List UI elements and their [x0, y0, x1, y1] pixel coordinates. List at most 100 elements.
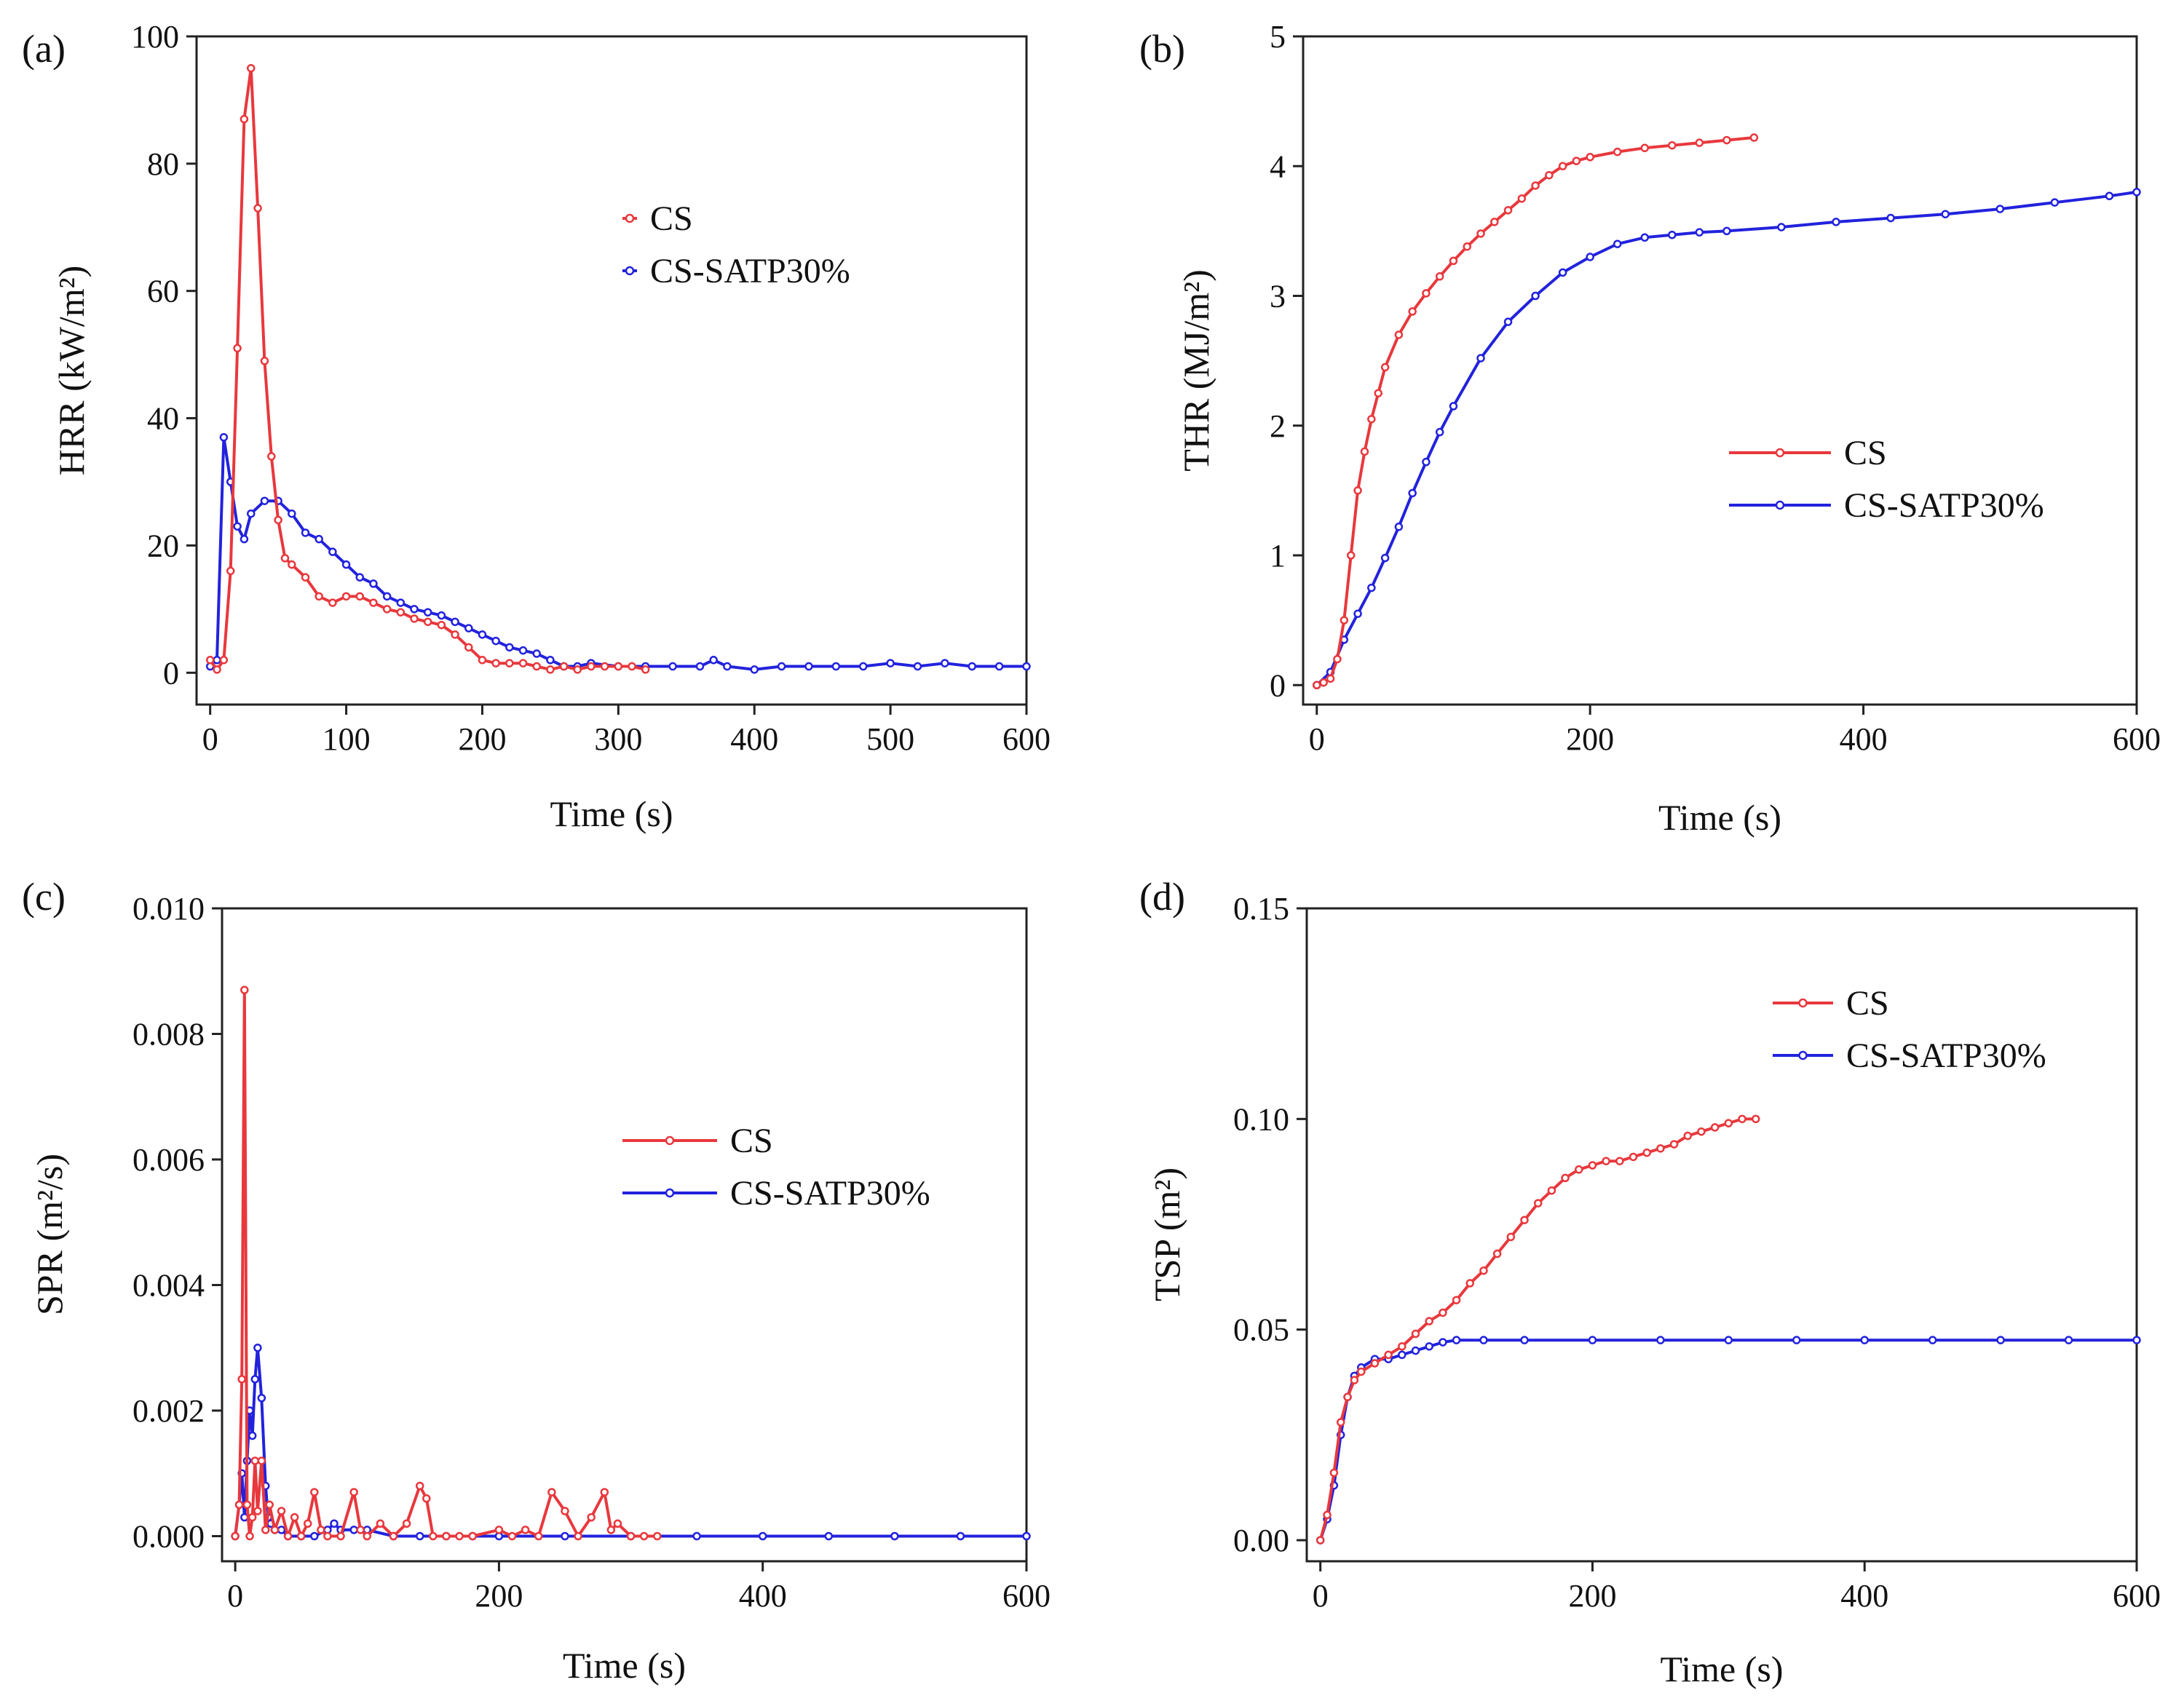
series-cs	[231, 986, 662, 1541]
data-point	[1751, 1114, 1760, 1124]
data-point	[1520, 1216, 1529, 1224]
panel-label: (c)	[22, 875, 66, 919]
x-axis: 0 200 400 600	[1309, 705, 2161, 757]
data-point	[1656, 1144, 1665, 1153]
data-point	[1561, 1173, 1570, 1183]
data-point	[1422, 289, 1431, 298]
data-point	[561, 1507, 569, 1515]
data-point	[310, 1488, 319, 1496]
series-cs-satp30-	[205, 433, 1031, 674]
data-point	[1380, 553, 1390, 563]
data-point	[1384, 1350, 1393, 1360]
data-point	[1336, 1418, 1345, 1427]
data-point	[1346, 551, 1356, 560]
x-axis: 0 200 400 600	[227, 1561, 1051, 1614]
x-tick-label: 0	[227, 1578, 243, 1614]
data-point	[233, 522, 242, 531]
y-tick-label: 0.15	[1233, 891, 1289, 927]
data-point	[758, 1531, 767, 1541]
x-tick-label: 100	[323, 721, 371, 757]
data-point	[1533, 1199, 1543, 1208]
data-point	[1586, 153, 1594, 162]
data-point	[668, 662, 677, 671]
x-tick-label: 400	[739, 1578, 787, 1614]
data-point	[261, 1526, 270, 1534]
data-point	[2132, 188, 2141, 197]
data-point	[336, 1531, 345, 1541]
data-point	[280, 554, 290, 563]
y-tick-label: 60	[147, 274, 179, 309]
data-point	[213, 656, 221, 665]
data-point	[1503, 206, 1513, 215]
data-point	[1613, 147, 1622, 156]
series-cs	[205, 63, 650, 674]
data-point	[355, 573, 365, 582]
data-point	[1380, 362, 1390, 372]
legend-marker	[1775, 448, 1785, 458]
data-point	[1479, 1266, 1488, 1275]
data-point	[349, 1526, 358, 1534]
data-point	[288, 560, 296, 569]
legend: CS CS-SATP30%	[1773, 984, 2046, 1075]
data-point	[382, 592, 392, 601]
data-point	[1463, 242, 1471, 251]
data-point	[253, 1344, 262, 1352]
chart-panel-b: 0 200 400 600 0 1 2 3 4 5 Time (s) THR (MJ/m²) (b) CS…	[1139, 19, 2161, 838]
data-point	[247, 509, 256, 518]
data-point	[1439, 1308, 1447, 1317]
data-point	[587, 662, 596, 671]
data-point	[253, 1507, 262, 1515]
data-point	[437, 620, 446, 630]
data-point	[1350, 1376, 1359, 1384]
data-point	[234, 1500, 244, 1510]
data-point	[248, 1512, 257, 1522]
legend-marker	[1775, 500, 1785, 510]
data-point	[1586, 253, 1594, 261]
data-point	[1370, 1359, 1380, 1368]
data-point	[233, 344, 242, 353]
y-tick-label: 0.05	[1233, 1312, 1289, 1348]
data-point	[1575, 1165, 1583, 1174]
x-tick-label: 500	[866, 721, 914, 757]
y-axis: 0.000 0.002 0.004 0.006 0.008 0.010	[132, 891, 222, 1555]
y-tick-label: 40	[147, 401, 179, 437]
data-point	[1476, 354, 1485, 362]
data-point	[1517, 194, 1527, 203]
data-point	[587, 1512, 596, 1522]
data-point	[532, 662, 541, 671]
data-point	[240, 114, 249, 124]
data-point	[1615, 1157, 1624, 1165]
data-point	[1928, 1336, 1937, 1344]
legend-label: CS	[650, 199, 693, 238]
data-point	[437, 611, 446, 620]
data-point	[423, 617, 432, 627]
data-point	[1941, 210, 1950, 218]
data-point	[1319, 678, 1328, 687]
data-point	[478, 656, 487, 665]
data-point	[219, 656, 229, 665]
data-point	[1629, 1152, 1638, 1162]
data-point	[226, 566, 235, 576]
y-axis: 0 1 2 3 4 5	[1270, 19, 1303, 703]
y-tick-label: 0	[1270, 667, 1286, 703]
data-point	[1353, 609, 1362, 618]
data-point	[1506, 1232, 1516, 1242]
data-point	[1558, 268, 1567, 277]
data-point	[247, 63, 256, 73]
data-point	[1353, 486, 1362, 495]
data-point	[314, 534, 323, 544]
data-point	[1531, 291, 1540, 301]
data-point	[310, 1531, 319, 1541]
series-cs	[1315, 1114, 1760, 1545]
data-point	[1439, 1338, 1447, 1347]
legend: CS CS-SATP30%	[622, 199, 850, 290]
x-tick-label: 200	[1566, 721, 1614, 757]
y-tick-label: 0.10	[1233, 1101, 1289, 1137]
data-point	[1449, 256, 1458, 266]
data-point	[1408, 488, 1417, 498]
data-point	[1722, 135, 1731, 145]
data-point	[1315, 1536, 1325, 1545]
data-point	[283, 1531, 293, 1541]
data-point	[626, 1531, 636, 1541]
